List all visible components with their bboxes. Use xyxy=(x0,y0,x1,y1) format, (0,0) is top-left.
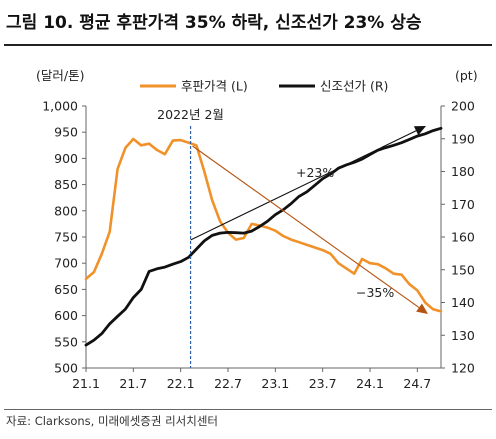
source-note: 자료: Clarksons, 미래에셋증권 리서치센터 xyxy=(6,414,219,428)
right-tick-label: 140 xyxy=(451,295,475,310)
x-tick-label: 23.7 xyxy=(309,376,337,391)
source-divider xyxy=(4,409,492,410)
increase-arrow-head xyxy=(413,126,426,136)
left-tick-label: 900 xyxy=(54,151,78,166)
legend-label-newbuild-price: 신조선가 (R) xyxy=(320,79,388,94)
left-tick-label: 600 xyxy=(54,308,78,323)
left-axis-unit: (달러/톤) xyxy=(36,68,84,83)
chart-legend: 후판가격 (L) 신조선가 (R) xyxy=(140,79,388,94)
left-tick-label: 850 xyxy=(54,177,78,192)
chart-series xyxy=(84,126,443,347)
legend-label-steel-price: 후판가격 (L) xyxy=(181,79,248,94)
x-tick-label: 21.7 xyxy=(119,376,147,391)
right-tick-label: 130 xyxy=(451,328,475,343)
left-tick-label: 1,000 xyxy=(42,99,78,114)
series-line-newbuild-price xyxy=(84,126,443,347)
right-tick-label: 190 xyxy=(451,131,475,146)
left-tick-label: 700 xyxy=(54,256,78,271)
x-tick-label: 24.7 xyxy=(403,376,431,391)
right-axis-unit: (pt) xyxy=(455,68,478,83)
x-tick-label: 22.7 xyxy=(214,376,242,391)
increase-arrow xyxy=(190,130,417,241)
chart-svg: 500 550 600 650 700 750 800 850 900 950 1,000 120 13… xyxy=(36,68,478,392)
title-divider xyxy=(4,44,492,46)
chart-annotations: 2022년 2월 +23% −35% xyxy=(157,107,428,368)
left-tick-label: 550 xyxy=(54,334,78,349)
right-tick-label: 160 xyxy=(451,230,475,245)
left-tick-label: 650 xyxy=(54,282,78,297)
x-tick-label: 21.1 xyxy=(72,376,100,391)
right-tick-label: 170 xyxy=(451,197,475,212)
increase-label: +23% xyxy=(296,165,334,180)
right-tick-label: 150 xyxy=(451,262,475,277)
left-tick-label: 750 xyxy=(54,230,78,245)
chart-axes: 500 550 600 650 700 750 800 850 900 950 1,000 120 13… xyxy=(42,99,475,392)
figure-title: 그림 10. 평균 후판가격 35% 하락, 신조선가 23% 상승 xyxy=(6,13,422,33)
x-tick-label: 22.1 xyxy=(167,376,195,391)
decrease-arrow xyxy=(192,145,420,309)
reference-vline-label: 2022년 2월 xyxy=(157,107,224,122)
left-tick-label: 950 xyxy=(54,125,78,140)
right-tick-label: 200 xyxy=(451,99,475,114)
series-line-steel-price xyxy=(84,137,443,313)
x-tick-label: 23.1 xyxy=(261,376,289,391)
left-tick-label: 800 xyxy=(54,203,78,218)
right-tick-label: 120 xyxy=(451,361,475,376)
x-tick-label: 24.1 xyxy=(356,376,384,391)
decrease-arrow-head xyxy=(416,303,428,314)
left-tick-label: 500 xyxy=(54,361,78,376)
decrease-label: −35% xyxy=(356,285,394,300)
right-tick-label: 180 xyxy=(451,164,475,179)
